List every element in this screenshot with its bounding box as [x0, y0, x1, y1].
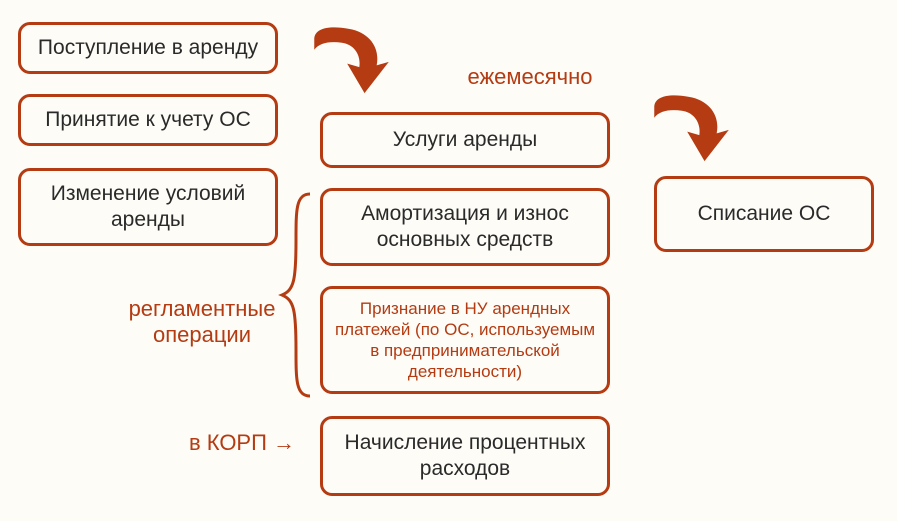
box-izmenenie-uslovij-arendy: Изменение условий аренды	[18, 168, 278, 246]
box-priznanie-nu-arendnyh: Признание в НУ арендных платежей (по ОС,…	[320, 286, 610, 394]
box-amortizaciya-iznos: Амортизация и износ основных средств	[320, 188, 610, 266]
curved-arrow-icon	[300, 22, 410, 100]
box-label: Услуги аренды	[393, 127, 537, 153]
box-spisanie-os: Списание ОС	[654, 176, 874, 252]
box-label: Признание в НУ арендных платежей (по ОС,…	[333, 298, 597, 383]
label-v-korp: в КОРП →	[172, 430, 312, 456]
box-label: Изменение условий аренды	[31, 181, 265, 234]
box-nachislenie-procentnyh: Начисление процентных расходов	[320, 416, 610, 496]
box-prinyatie-k-uchetu-os: Принятие к учету ОС	[18, 94, 278, 146]
box-label: Принятие к учету ОС	[45, 107, 250, 133]
label-reglamentnye-operacii: регламентные операции	[112, 296, 292, 348]
box-postuplenie-v-arendu: Поступление в аренду	[18, 22, 278, 74]
curly-brace-icon	[276, 190, 316, 400]
curved-arrow-icon	[640, 90, 750, 168]
box-label: Поступление в аренду	[38, 35, 258, 61]
label-ezhemesyachno: ежемесячно	[430, 64, 630, 90]
box-label: Начисление процентных расходов	[333, 430, 597, 483]
box-label: Списание ОС	[698, 201, 831, 227]
diagram-stage: Поступление в аренду Принятие к учету ОС…	[0, 0, 897, 521]
box-label: Амортизация и износ основных средств	[333, 201, 597, 254]
box-uslugi-arendy: Услуги аренды	[320, 112, 610, 168]
